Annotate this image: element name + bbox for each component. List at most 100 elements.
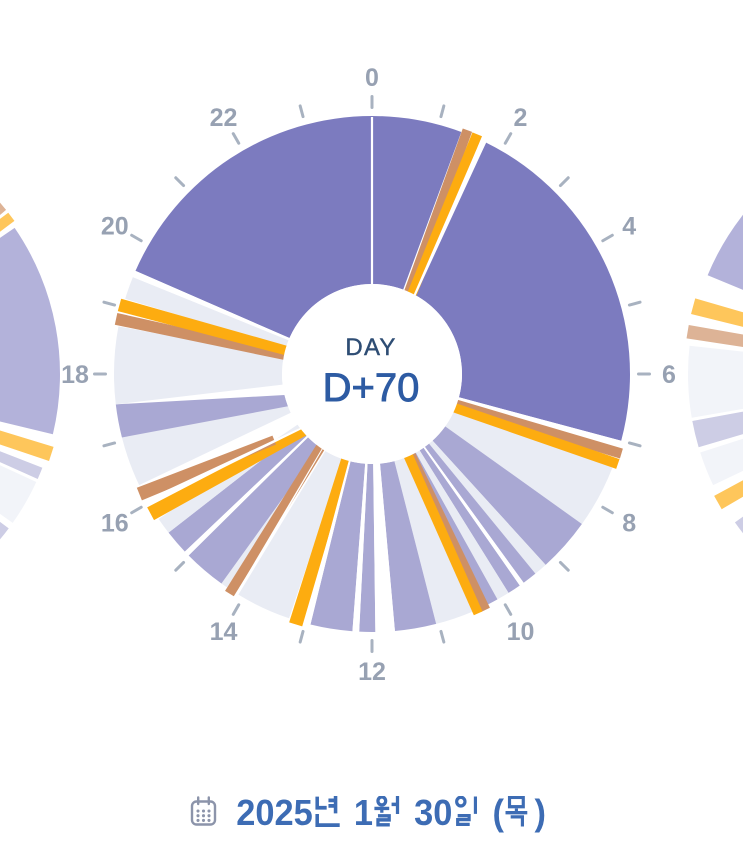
- hangul-nyeon: [314, 796, 344, 827]
- segment-diaper: [686, 324, 743, 347]
- day-chart-carousel[interactable]: DAY D+70 0 2 4 6 8 10 12 14 16 18 20 22: [0, 0, 743, 743]
- segment-sleep: [0, 227, 60, 435]
- date-month: 1: [353, 792, 373, 833]
- hour-tick: [627, 441, 642, 448]
- segment-diaper: [0, 202, 7, 215]
- date-close-paren: ): [534, 792, 546, 833]
- hangul-mok: [505, 796, 534, 827]
- segment-feeding: [0, 430, 54, 462]
- date-space: [483, 792, 493, 834]
- segment-gap: [412, 139, 487, 299]
- segment-feeding: [289, 454, 352, 627]
- date-selector[interactable]: 2025 1 30 (): [0, 783, 743, 843]
- segment-nap: [0, 521, 9, 540]
- segment-awake: [0, 465, 37, 523]
- segment-diaper: [114, 313, 289, 361]
- hour-labels: 0 2 4 6 8 10 12 14 16 18 20 22: [61, 64, 676, 686]
- hour-label-14: 14: [210, 618, 238, 646]
- segment-feeding: [449, 402, 620, 469]
- segment-nap: [380, 461, 437, 631]
- hour-tick: [231, 603, 241, 616]
- hour-label-10: 10: [507, 618, 535, 646]
- segment-diaper: [451, 398, 623, 459]
- segment-awake: [688, 345, 743, 418]
- segment-nap: [0, 451, 43, 479]
- hangul-il: [453, 796, 482, 827]
- segment-gap: [236, 445, 325, 595]
- segment-feeding: [0, 212, 15, 232]
- hour-label-8: 8: [622, 510, 636, 538]
- segment-gap: [184, 433, 311, 556]
- segment-nap: [188, 437, 320, 584]
- segment-gap: [373, 459, 395, 632]
- date-month-part: [344, 792, 354, 834]
- neighbor-day-chart: [0, 202, 60, 540]
- segment-feeding: [714, 480, 743, 510]
- segment-nap: [432, 426, 582, 565]
- segment-awake: [238, 450, 344, 619]
- hour-label-18: 18: [61, 361, 89, 389]
- segment-sleep: [707, 214, 743, 290]
- day-caption: DAY: [345, 334, 396, 361]
- segment-awake: [125, 277, 289, 348]
- calendar-icon: [190, 796, 217, 832]
- hour-tick: [558, 560, 570, 572]
- segment-awake: [445, 406, 613, 525]
- hour-tick: [601, 233, 614, 243]
- segment-feeding: [406, 132, 482, 299]
- segment-awake: [700, 438, 743, 486]
- segment-nap: [310, 461, 366, 632]
- segment-feeding: [691, 298, 743, 327]
- daily-activity-clock-chart[interactable]: DAY D+70 0 2 4 6 8 10 12 14 16 18 20 22: [0, 0, 743, 743]
- segment-awake: [394, 456, 474, 624]
- segment-sleep: [372, 116, 462, 290]
- neighbor-day-chart: [686, 214, 743, 534]
- segment-feeding: [147, 425, 309, 521]
- segment-gap: [454, 396, 622, 448]
- segment-awake: [113, 326, 284, 405]
- segment-gap: [146, 426, 305, 505]
- segment-nap: [692, 411, 743, 448]
- hour-tick: [231, 132, 241, 145]
- main-day-chart: DAY D+70: [113, 116, 630, 633]
- hour-label-6: 6: [662, 361, 676, 389]
- segment-awake: [121, 396, 291, 486]
- segment-diaper: [136, 435, 276, 501]
- segment-sleep: [411, 142, 630, 441]
- segment-diaper: [225, 441, 327, 597]
- selected-date-label: 2025 1 30 (): [236, 792, 546, 834]
- hour-tick: [558, 176, 570, 188]
- hour-tick: [130, 505, 143, 515]
- hour-tick: [102, 300, 117, 307]
- hour-tick: [439, 629, 446, 644]
- date-open-paren: (: [492, 792, 504, 833]
- hour-tick: [627, 300, 642, 307]
- hour-label-20: 20: [101, 213, 129, 241]
- hour-tick: [298, 104, 305, 119]
- segment-awake: [429, 440, 546, 574]
- hour-tick: [503, 603, 513, 616]
- segment-gap: [132, 270, 294, 342]
- segment-gap: [421, 443, 524, 586]
- hour-tick: [298, 629, 305, 644]
- segment-awake: [415, 450, 509, 600]
- segment-diaper: [403, 128, 473, 298]
- segment-nap: [412, 452, 498, 605]
- segment-nap: [424, 443, 536, 583]
- hour-label-12: 12: [358, 658, 386, 686]
- hour-tick: [130, 233, 143, 243]
- date-day: 30: [413, 792, 453, 833]
- hour-label-0: 0: [365, 64, 379, 92]
- hour-tick: [174, 560, 186, 572]
- hour-ticks: [93, 95, 651, 653]
- segment-sleep: [135, 116, 372, 339]
- hour-tick: [102, 441, 117, 448]
- date-day-part: [404, 792, 414, 834]
- hour-tick: [503, 132, 513, 145]
- segment-nap: [359, 463, 376, 633]
- hub-circle: [282, 284, 462, 464]
- segment-nap: [419, 447, 520, 593]
- date-year: 2025: [236, 792, 313, 833]
- day-count: D+70: [323, 366, 420, 410]
